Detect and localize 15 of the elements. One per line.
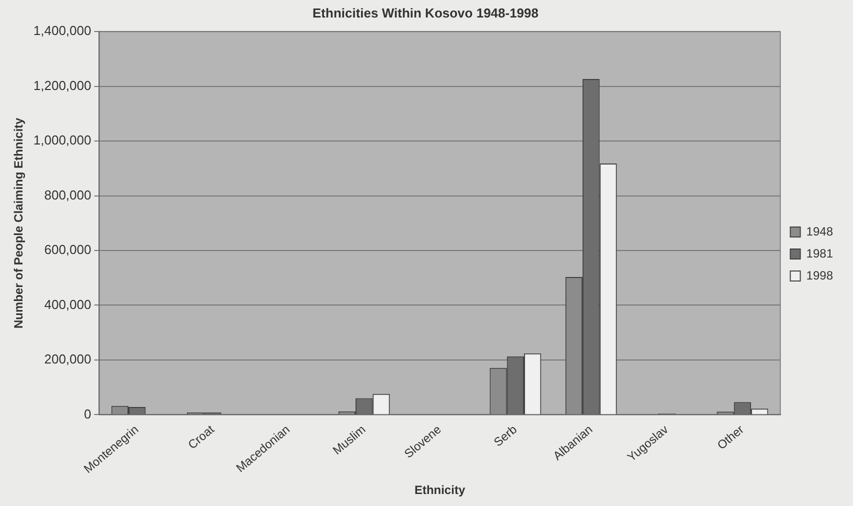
y-tick-label: 800,000 (44, 187, 92, 202)
legend-label: 1998 (806, 268, 834, 282)
y-axis-title: Number of People Claiming Ethnicity (12, 117, 26, 328)
legend-label: 1981 (806, 246, 834, 260)
x-tick-label: Serb (491, 422, 520, 450)
legend-label: 1948 (806, 224, 834, 238)
y-tick-label: 1,200,000 (33, 78, 92, 93)
chart-title: Ethnicities Within Kosovo 1948-1998 (312, 5, 539, 20)
y-tick-label: 0 (84, 406, 92, 422)
y-tick-label: 600,000 (44, 242, 92, 258)
x-axis-title: Ethnicity (414, 483, 466, 498)
y-tick-label: 200,000 (44, 352, 92, 367)
y-tick-label: 400,000 (44, 296, 92, 312)
y-tick-label: 1,000,000 (33, 132, 92, 148)
y-tick-label: 1,400,000 (33, 23, 92, 38)
